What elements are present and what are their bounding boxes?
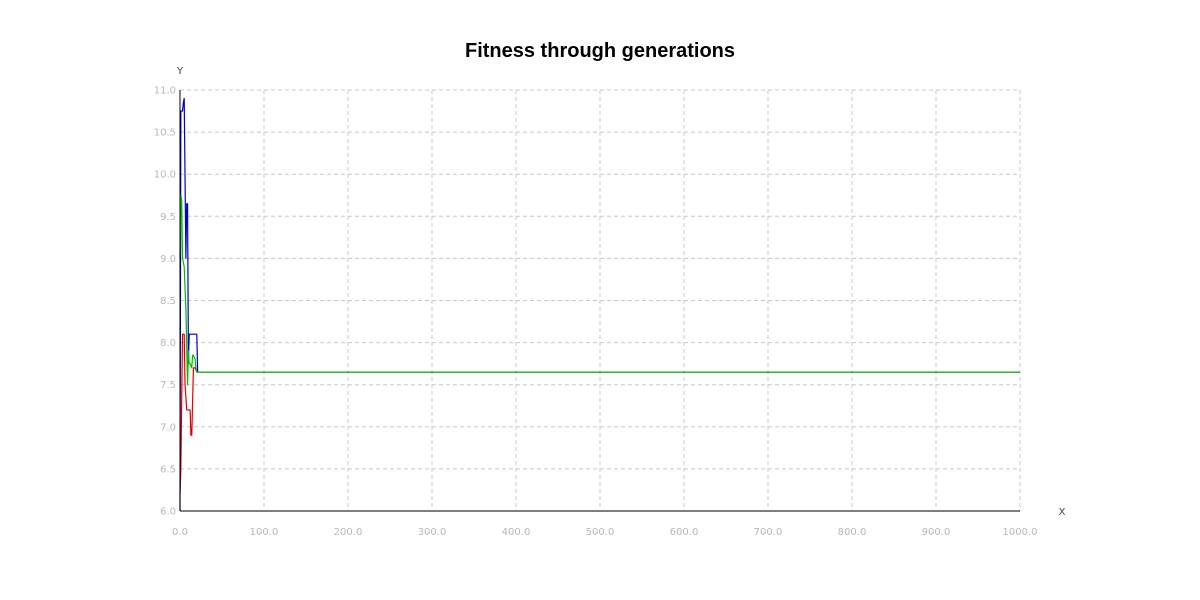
y-tick-label: 7.0: [160, 422, 176, 433]
x-tick-label: 900.0: [922, 527, 951, 538]
x-tick-label: 300.0: [418, 527, 447, 538]
chart-title: Fitness through generations: [465, 40, 735, 62]
y-tick-label: 6.0: [160, 507, 176, 518]
x-tick-label: 100.0: [250, 527, 279, 538]
x-tick-label: 500.0: [586, 527, 615, 538]
y-tick-label: 9.5: [160, 212, 176, 223]
x-tick-label: 0.0: [172, 527, 188, 538]
x-tick-labels: 0.0 100.0 200.0 300.0 400.0 500.0 600.0 700.0 80…: [172, 527, 1037, 538]
x-tick-label: 400.0: [502, 527, 531, 538]
y-tick-label: 10.5: [154, 128, 176, 139]
x-tick-label: 200.0: [334, 527, 363, 538]
y-tick-label: 8.0: [160, 338, 176, 349]
y-tick-label: 9.0: [160, 254, 176, 265]
y-tick-labels: 6.0 6.5 7.0 7.5 8.0 8.5 9.0 9.5 10.0 10.5 11.0: [154, 86, 176, 518]
blue-series-line: [179, 97, 1020, 512]
y-tick-label: 8.5: [160, 296, 176, 307]
y-tick-label: 7.5: [160, 380, 176, 391]
y-tick-label: 6.5: [160, 464, 176, 475]
y-tick-label: 10.0: [154, 170, 176, 181]
x-tick-label: 1000.0: [1003, 527, 1038, 538]
x-tick-label: 800.0: [838, 527, 867, 538]
grid-lines: [180, 89, 1021, 511]
y-axis-label: Y: [176, 66, 184, 77]
green-series-line: [179, 194, 1020, 386]
y-tick-label: 11.0: [154, 86, 176, 97]
x-tick-label: 700.0: [754, 527, 783, 538]
x-tick-label: 600.0: [670, 527, 699, 538]
series-lines: [179, 97, 1020, 512]
x-axis-label: X: [1059, 507, 1066, 518]
red-series-line: [179, 333, 1020, 495]
